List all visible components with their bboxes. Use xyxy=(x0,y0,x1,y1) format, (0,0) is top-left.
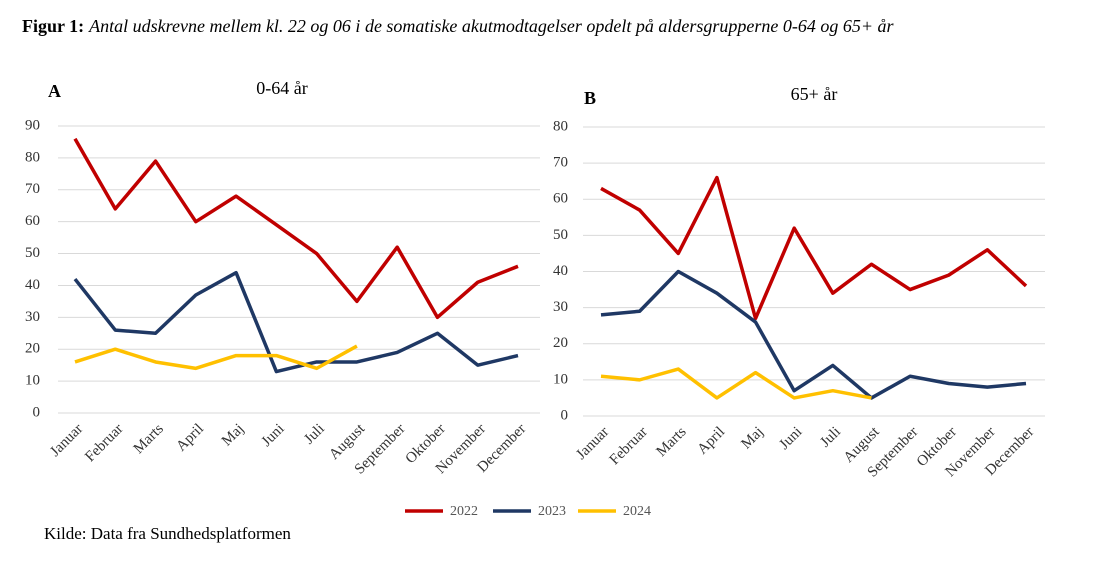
y-tick-label: 10 xyxy=(553,371,568,387)
x-tick-label: Januar xyxy=(47,421,86,460)
series-line xyxy=(73,137,519,320)
y-tick-label: 40 xyxy=(25,277,40,293)
chart-title: 65+ år xyxy=(791,84,838,104)
y-tick-label: 60 xyxy=(553,191,568,207)
x-tick-label: Juli xyxy=(817,424,844,451)
figure-label: Figur 1: xyxy=(22,16,84,36)
series-line xyxy=(74,344,358,371)
y-tick-label: 70 xyxy=(25,181,40,197)
x-tick-label: Februar xyxy=(82,421,126,465)
x-tick-label: Juni xyxy=(259,421,288,450)
series-line xyxy=(73,270,519,374)
x-tick-label: April xyxy=(173,421,207,455)
legend-label: 2022 xyxy=(450,504,478,519)
y-tick-label: 80 xyxy=(553,118,568,134)
source: Kilde: Data fra Sundhedsplatformen xyxy=(44,524,291,543)
y-tick-label: 80 xyxy=(25,149,40,165)
x-tick-label: Maj xyxy=(219,421,247,449)
legend-label: 2024 xyxy=(623,504,651,519)
figure-title: Figur 1: Antal udskrevne mellem kl. 22 og… xyxy=(22,16,895,36)
y-tick-label: 70 xyxy=(553,155,568,171)
y-tick-label: 20 xyxy=(25,341,40,357)
title-text: Antal udskrevne mellem kl. 22 og 06 i de… xyxy=(88,16,894,36)
panel-label: A xyxy=(48,81,61,101)
y-tick-label: 0 xyxy=(33,404,41,420)
y-tick-label: 50 xyxy=(553,227,568,243)
series-line xyxy=(600,367,872,400)
x-tick-label: Juli xyxy=(301,421,328,448)
x-tick-label: Maj xyxy=(738,424,766,452)
panel-label: B xyxy=(584,88,596,108)
series-line xyxy=(600,269,1027,400)
x-tick-label: Februar xyxy=(607,424,651,468)
y-tick-label: 0 xyxy=(561,407,569,423)
series-line xyxy=(600,175,1028,321)
chart-title: 0-64 år xyxy=(256,78,307,98)
y-tick-label: 10 xyxy=(25,373,40,389)
y-tick-label: 30 xyxy=(553,299,568,315)
y-tick-label: 30 xyxy=(25,309,40,325)
x-tick-label: April xyxy=(694,424,728,458)
y-tick-label: 50 xyxy=(25,245,40,261)
x-tick-label: Marts xyxy=(653,424,689,460)
y-tick-label: 90 xyxy=(25,117,40,133)
legend-label: 2023 xyxy=(538,504,566,519)
x-tick-label: Marts xyxy=(131,421,167,457)
x-tick-label: Juni xyxy=(776,424,805,453)
y-tick-label: 60 xyxy=(25,213,40,229)
y-tick-label: 40 xyxy=(553,263,568,279)
y-tick-label: 20 xyxy=(553,335,568,351)
